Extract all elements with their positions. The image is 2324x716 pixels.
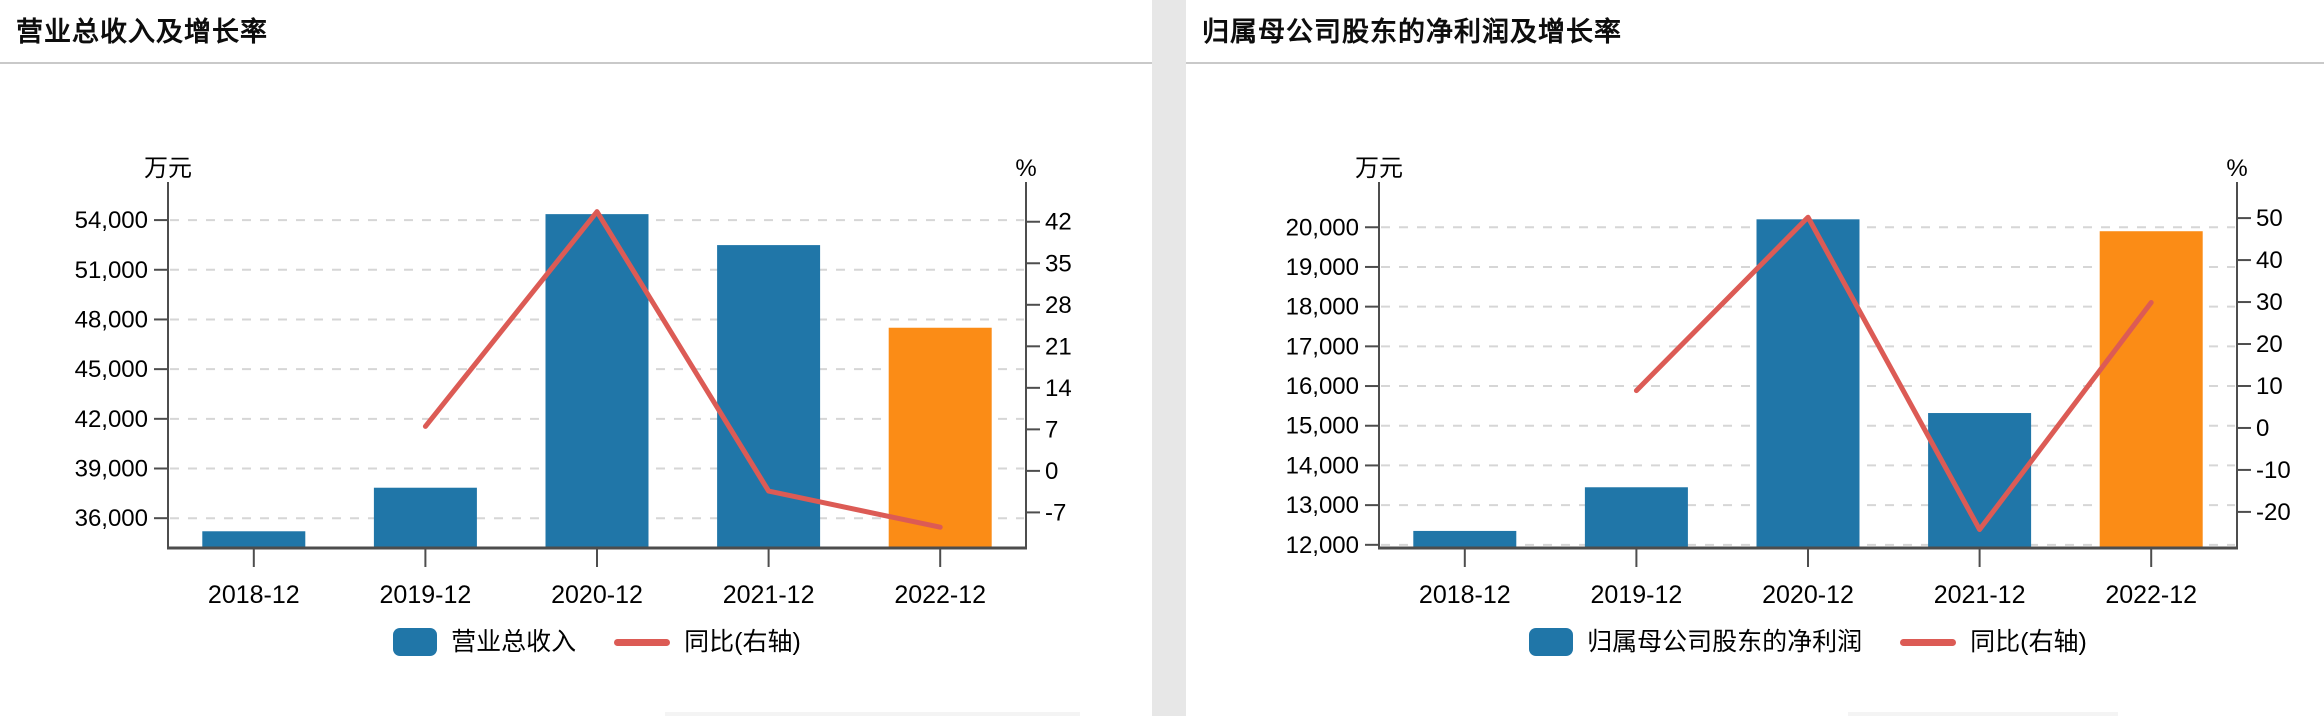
right-tick-label: 7 — [1045, 416, 1058, 443]
right-tick-label: 20 — [2256, 331, 2283, 358]
left-tick-label: 14,000 — [1286, 452, 1359, 479]
growth-line — [422, 209, 943, 530]
right-tick-label: 40 — [2256, 247, 2283, 274]
net-profit-chart-title: 归属母公司股东的净利润及增长率 — [1202, 17, 1622, 47]
left-tick-label: 15,000 — [1286, 413, 1359, 440]
left-tick-label: 19,000 — [1286, 254, 1359, 281]
left-tick-label: 18,000 — [1286, 294, 1359, 321]
x-tick-label: 2020-12 — [551, 581, 643, 609]
right-tick-label: 35 — [1045, 250, 1072, 277]
left-axis-unit: 万元 — [144, 155, 192, 182]
left-tick-label: 48,000 — [75, 306, 148, 333]
legend-label: 同比(右轴) — [1970, 627, 2087, 656]
x-tick-label: 2019-12 — [380, 581, 472, 609]
right-tick-label: 50 — [2256, 205, 2283, 232]
x-tick-label: 2022-12 — [894, 581, 986, 609]
legend-label: 归属母公司股东的净利润 — [1587, 627, 1863, 656]
legend-item-line: 同比(右轴) — [614, 627, 801, 656]
legend-item-bar: 营业总收入 — [393, 628, 576, 656]
legend-label: 同比(右轴) — [684, 627, 801, 656]
x-tick-label: 2020-12 — [1762, 581, 1854, 609]
left-tick-label: 54,000 — [75, 207, 148, 234]
right-tick-label: 30 — [2256, 289, 2283, 316]
x-tick-label: 2018-12 — [208, 581, 300, 609]
right-tick-label: 10 — [2256, 373, 2283, 400]
bar-2020-12 — [545, 214, 649, 548]
left-tick-label: 42,000 — [75, 406, 148, 433]
x-tick-label: 2019-12 — [1591, 581, 1683, 609]
right-tick-label: 28 — [1045, 292, 1072, 319]
bar-2018-12 — [1413, 530, 1517, 548]
left-axis-unit: 万元 — [1355, 155, 1403, 182]
legend-line-swatch — [614, 638, 671, 646]
legend-item-bar: 归属母公司股东的净利润 — [1529, 628, 1862, 656]
right-tick-label: -7 — [1045, 499, 1066, 526]
right-tick-label: 21 — [1045, 333, 1072, 360]
bar-2022-12 — [888, 327, 992, 548]
bar-2019-12 — [1584, 487, 1688, 548]
legend-bar-swatch — [393, 628, 438, 656]
legend-item-line: 同比(右轴) — [1900, 627, 2087, 656]
left-tick-label: 51,000 — [75, 257, 148, 284]
left-tick-label: 39,000 — [75, 456, 148, 483]
right-axis-unit: % — [1015, 155, 1036, 182]
legend-bar-swatch — [1529, 628, 1574, 656]
x-tick-label: 2018-12 — [1419, 581, 1511, 609]
x-tick-label: 2021-12 — [1934, 581, 2026, 609]
revenue-chart-title: 营业总收入及增长率 — [16, 17, 268, 47]
net-profit-chart-panel: 归属母公司股东的净利润及增长率 20,000 19,000 18,000 17,000… — [1186, 0, 2324, 716]
right-tick-label: 0 — [1045, 458, 1058, 485]
left-tick-label: 20,000 — [1286, 214, 1359, 241]
net-profit-chart-legend: 归属母公司股东的净利润 同比(右轴) — [1379, 620, 2237, 664]
revenue-chart-legend: 营业总收入 同比(右轴) — [168, 620, 1026, 664]
legend-label: 营业总收入 — [451, 627, 577, 656]
right-axis-unit: % — [2226, 155, 2247, 182]
left-tick-label: 12,000 — [1286, 532, 1359, 559]
x-tick-label: 2022-12 — [2105, 581, 2197, 609]
legend-line-swatch — [1900, 638, 1957, 646]
left-tick-label: 17,000 — [1286, 333, 1359, 360]
growth-line — [1633, 214, 2154, 533]
right-tick-label: 0 — [2256, 415, 2269, 442]
net-profit-combo-chart: 20,000 19,000 18,000 17,000 16,000 15,000 14,0… — [1286, 155, 2291, 609]
right-tick-label: 14 — [1045, 375, 1072, 402]
bar-2019-12 — [373, 487, 477, 548]
left-tick-label: 45,000 — [75, 356, 148, 383]
left-tick-label: 36,000 — [75, 505, 148, 532]
cutoff-tooltip-strip — [1848, 712, 2118, 716]
right-tick-label: -10 — [2256, 457, 2291, 484]
left-tick-label: 16,000 — [1286, 373, 1359, 400]
bar-2020-12 — [1756, 219, 1860, 549]
revenue-combo-chart: 54,000 51,000 48,000 45,000 42,000 39,000 36,0… — [75, 155, 1072, 609]
panel-divider — [1152, 0, 1186, 716]
bar-2022-12 — [2099, 231, 2203, 548]
title-divider-line — [0, 62, 1152, 64]
revenue-chart-panel: 营业总收入及增长率 54,000 51,000 48,000 45,000 42,000… — [0, 0, 1152, 716]
cutoff-tooltip-strip — [665, 712, 1080, 716]
bar-2021-12 — [717, 245, 821, 549]
title-divider-line — [1186, 62, 2324, 64]
bar-2018-12 — [202, 531, 306, 548]
x-tick-label: 2021-12 — [723, 581, 815, 609]
right-tick-label: 42 — [1045, 209, 1072, 236]
left-tick-label: 13,000 — [1286, 492, 1359, 519]
right-tick-label: -20 — [2256, 499, 2291, 526]
